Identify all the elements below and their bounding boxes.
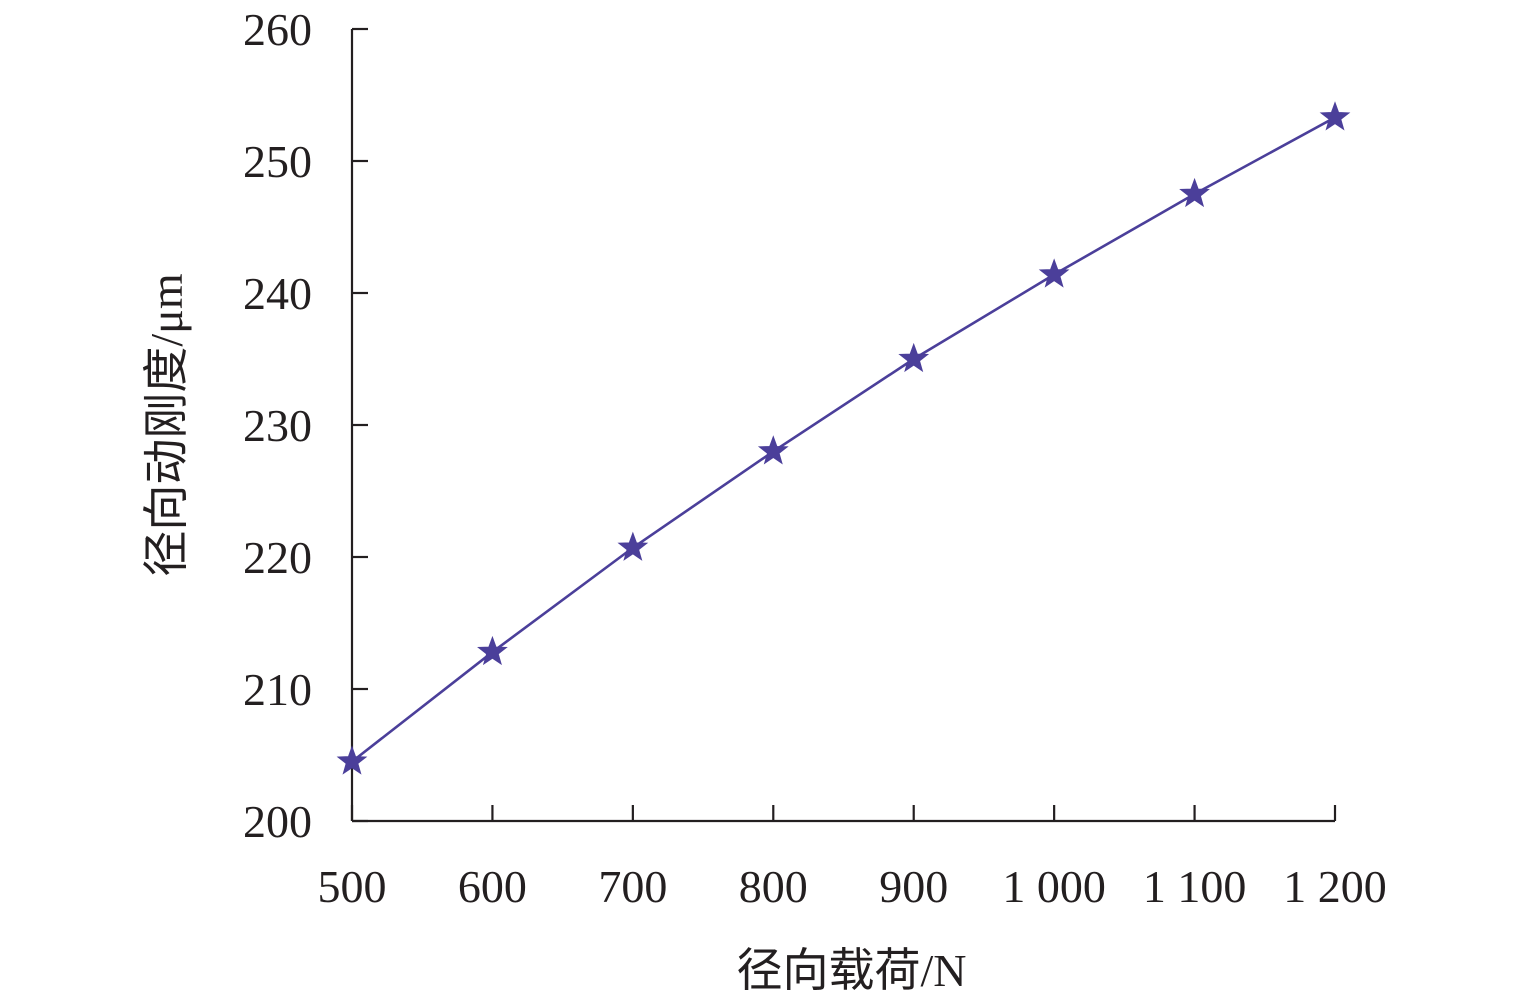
x-tick-label: 1 200: [1283, 861, 1387, 912]
y-tick-label: 240: [243, 268, 312, 319]
plot-area: [336, 101, 1351, 775]
y-tick-label: 200: [243, 796, 312, 847]
x-tick-label: 700: [598, 861, 667, 912]
star-marker: [477, 635, 508, 666]
y-tick-label: 230: [243, 400, 312, 451]
y-tick-label: 220: [243, 532, 312, 583]
x-tick-label: 900: [879, 861, 948, 912]
y-tick-label: 250: [243, 136, 312, 187]
x-ticks: 500 600 700 800 900 1 000 1 100 1 200: [318, 805, 1387, 912]
x-axis-title: 径向载荷/N: [737, 945, 967, 996]
star-marker: [336, 745, 368, 775]
axes: [350, 29, 1335, 823]
star-marker: [617, 531, 649, 561]
series-line: [351, 116, 1336, 763]
x-tick-label: 1 100: [1143, 861, 1247, 912]
y-tick-label: 260: [243, 4, 312, 55]
y-tick-label: 210: [243, 664, 312, 715]
x-tick-label: 600: [458, 861, 527, 912]
y-axis-title: 径向动刚度/μm: [141, 273, 192, 576]
star-marker: [1179, 177, 1210, 208]
star-marker: [757, 435, 789, 465]
star-marker: [898, 342, 930, 373]
star-marker: [1319, 101, 1351, 131]
y-ticks: 200 210 220 230 240 250 260: [243, 4, 368, 847]
star-marker: [1038, 258, 1070, 288]
x-tick-label: 800: [739, 861, 808, 912]
x-tick-label: 1 000: [1002, 861, 1106, 912]
x-tick-label: 500: [318, 861, 387, 912]
